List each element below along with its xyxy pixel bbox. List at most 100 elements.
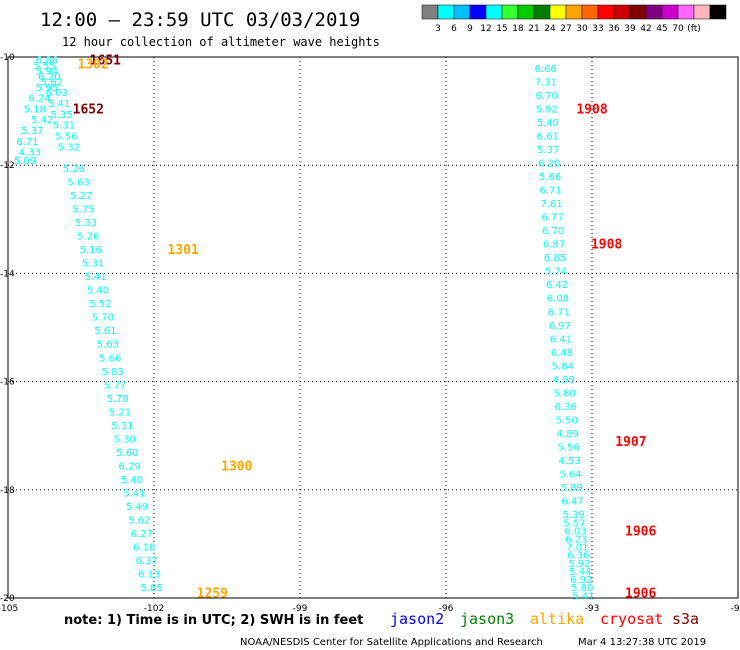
legend-s3a: s3a [672, 610, 699, 628]
swh-value-label: 5.31 [111, 421, 133, 432]
swh-value-label: 6.85 [544, 253, 566, 264]
swh-value-label: 5.42 [31, 115, 53, 126]
swh-value-label: 6.70 [542, 226, 564, 237]
swh-value-label: 5.66 [99, 353, 121, 364]
swh-value-label: 5.92 [536, 104, 558, 115]
colorbar-swatch [677, 4, 695, 20]
swh-value-label: 6.13 [138, 570, 160, 581]
swh-value-label: 6.87 [543, 240, 565, 251]
swh-value-label: 5.41 [572, 591, 594, 602]
y-tick-labels: -10 -12 -14 -16 -18 -20 [0, 53, 15, 604]
swh-value-label: 5.41 [123, 489, 145, 500]
x-tick-label: -96 [439, 604, 454, 614]
time-label: 1259 [197, 587, 228, 602]
swh-value-label: 4.53 [558, 456, 580, 467]
swh-value-label: 6.86 [36, 56, 58, 67]
colorbar-swatch [565, 4, 583, 20]
x-tick-label: -102 [144, 604, 164, 614]
colorbar-label: 39 [624, 24, 636, 34]
swh-value-label: 7.31 [535, 77, 557, 88]
swh-value-label: 5.49 [126, 502, 148, 513]
swh-value-label: 5.26 [77, 232, 99, 243]
swh-value-label: 5.09 [14, 156, 36, 167]
swh-value-label: 5.94 [36, 67, 58, 78]
swh-value-label: 5.30 [114, 434, 136, 445]
swh-value-label: 6.23 [565, 534, 587, 545]
swh-value-label: 5.52 [89, 299, 111, 310]
time-label: 1906 [625, 524, 656, 539]
swh-value-label: 5.64 [559, 470, 581, 481]
swh-value-label: 5.26 [63, 164, 85, 175]
time-label: 1301 [168, 243, 199, 258]
swh-value-label: 5.41 [84, 272, 106, 283]
swh-value-label: 6.36 [567, 551, 589, 562]
time-label: 1906 [625, 587, 656, 602]
chart-subtitle: 12 hour collection of altimeter wave hei… [62, 35, 380, 49]
swh-value-label: 5.31 [53, 121, 75, 132]
satellite-legend: jason2 jason3 altika cryosat s3a [390, 610, 699, 628]
colorbar-label: 30 [576, 24, 588, 34]
plot-frame [7, 56, 739, 599]
colorbar-label: 21 [528, 24, 539, 34]
colorbar-label: 3 [435, 24, 441, 34]
colorbar-swatch [533, 4, 551, 20]
colorbar-label: 9 [467, 24, 473, 34]
swh-value-label: 7.61 [540, 199, 562, 210]
x-tick-label: -90 [731, 604, 740, 614]
time-label: 1907 [615, 435, 646, 450]
time-label: 1652 [73, 102, 104, 117]
swh-value-label: 6.18 [133, 543, 155, 554]
swh-value-label: 5.31 [82, 259, 104, 270]
footer-source: NOAA/NESDIS Center for Satellite Applica… [240, 637, 543, 648]
y-tick-label: -20 [0, 594, 15, 604]
swh-value-label: 6.77 [541, 213, 563, 224]
colorbar-swatch [437, 4, 455, 20]
swh-value-label: 4.99 [553, 375, 575, 386]
swh-value-label: 5.40 [121, 475, 143, 486]
swh-value-label: 5.37 [21, 126, 43, 137]
swh-value-label: 6.70 [536, 91, 558, 102]
swh-value-label: 6.20 [538, 158, 560, 169]
time-label: 1908 [576, 102, 607, 117]
swh-value-label: 6.47 [561, 497, 583, 508]
swh-value-label: 5.50 [556, 415, 578, 426]
swh-value-label: 5.75 [72, 204, 94, 215]
swh-value-label: 5.84 [552, 361, 574, 372]
swh-value-label: 6.24 [29, 94, 51, 105]
note-text: note: 1) Time is in UTC; 2) SWH is in fe… [64, 613, 363, 628]
swh-value-label: 5.80 [554, 388, 576, 399]
swh-value-label: 6.92 [570, 575, 592, 586]
colorbar-label: 24 [544, 24, 556, 34]
y-tick-label: -12 [0, 161, 15, 171]
swh-value-label: 5.74 [545, 267, 567, 278]
swh-value-label: 6.48 [551, 348, 573, 359]
swh-value-label: 5.56 [558, 443, 580, 454]
colorbar-label: (ft) [687, 24, 701, 34]
swh-value-label: 5.40 [87, 286, 109, 297]
chart-title: 12:00 – 23:59 UTC 03/03/2019 [40, 9, 360, 31]
colorbar-swatch [629, 4, 647, 20]
swh-value-label: 5.92 [568, 559, 590, 570]
colorbar-label: 45 [656, 24, 667, 34]
swh-value-label: 5.85 [140, 583, 162, 594]
swh-value-label: 5.56 [55, 131, 77, 142]
swh-value-label: 6.42 [546, 280, 568, 291]
colorbar-swatch [581, 4, 599, 20]
colorbar-swatch [469, 4, 487, 20]
swh-value-label: 5.39 [562, 510, 584, 521]
swh-value-label: 6.03 [46, 88, 68, 99]
colorbar-swatch [597, 4, 615, 20]
x-tick-label: -105 [0, 604, 18, 614]
legend-jason3: jason3 [460, 610, 514, 628]
swh-value-label: 6.37 [136, 556, 158, 567]
legend-jason2: jason2 [390, 610, 444, 628]
swh-value-label: 5.95 [36, 83, 58, 94]
colorbar-swatch [517, 4, 535, 20]
swh-value-label: 6.71 [540, 186, 562, 197]
colorbar-label: 12 [480, 24, 491, 34]
swh-value-label: 6.97 [549, 321, 571, 332]
swh-value-label: 5.16 [80, 245, 102, 256]
west-track: 6.865.555.946.205.625.956.036.245.415.18… [14, 56, 163, 594]
